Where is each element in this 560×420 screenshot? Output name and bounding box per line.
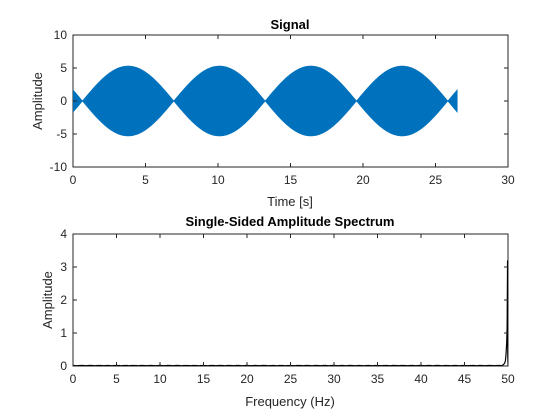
spectrum-x-label: Frequency (Hz) [245, 394, 335, 409]
x-tick-label: 10 [211, 173, 225, 187]
x-tick-label: 30 [327, 372, 341, 386]
x-tick-label: 15 [284, 173, 298, 187]
spectrum-x-ticks: 0 5 10 15 20 25 30 35 40 45 50 [70, 234, 515, 386]
signal-x-label: Time [s] [267, 194, 313, 209]
signal-title: Signal [270, 17, 309, 32]
x-tick-label: 10 [153, 372, 167, 386]
x-tick-label: 30 [501, 173, 515, 187]
spectrum-y-label: Amplitude [40, 271, 55, 329]
x-tick-label: 40 [414, 372, 428, 386]
spectrum-y-ticks: 4 3 2 1 0 [60, 227, 508, 373]
y-tick-label: 1 [60, 326, 67, 340]
y-tick-label: 10 [54, 28, 68, 42]
y-tick-label: 3 [60, 260, 67, 274]
x-tick-label: 25 [284, 372, 298, 386]
x-tick-label: 5 [113, 372, 120, 386]
spectrum-axes-box [72, 233, 509, 367]
y-tick-label: 4 [60, 227, 67, 241]
x-tick-label: 25 [429, 173, 443, 187]
x-tick-label: 5 [142, 173, 149, 187]
y-tick-label: 0 [60, 359, 67, 373]
x-tick-label: 50 [501, 372, 515, 386]
x-tick-label: 0 [70, 173, 77, 187]
x-tick-label: 15 [197, 372, 211, 386]
y-tick-label: -5 [56, 127, 67, 141]
signal-y-ticks: 10 5 0 -5 -10 [50, 28, 508, 174]
signal-x-ticks: 0 5 10 15 20 25 30 [70, 35, 515, 187]
x-tick-label: 35 [371, 372, 385, 386]
spectrum-peak-line [501, 260, 508, 366]
signal-subplot: 0 5 10 15 20 25 30 10 5 0 -5 -10 Signal Time [s] A… [30, 17, 515, 209]
y-tick-label: 0 [60, 94, 67, 108]
signal-y-label: Amplitude [30, 72, 45, 130]
x-tick-label: 0 [70, 372, 77, 386]
y-tick-label: 5 [60, 61, 67, 75]
x-tick-label: 20 [240, 372, 254, 386]
x-tick-label: 20 [356, 173, 370, 187]
y-tick-label: -10 [50, 160, 68, 174]
signal-waveform [73, 65, 458, 137]
y-tick-label: 2 [60, 293, 67, 307]
x-tick-label: 45 [458, 372, 472, 386]
spectrum-title: Single-Sided Amplitude Spectrum [186, 214, 395, 229]
